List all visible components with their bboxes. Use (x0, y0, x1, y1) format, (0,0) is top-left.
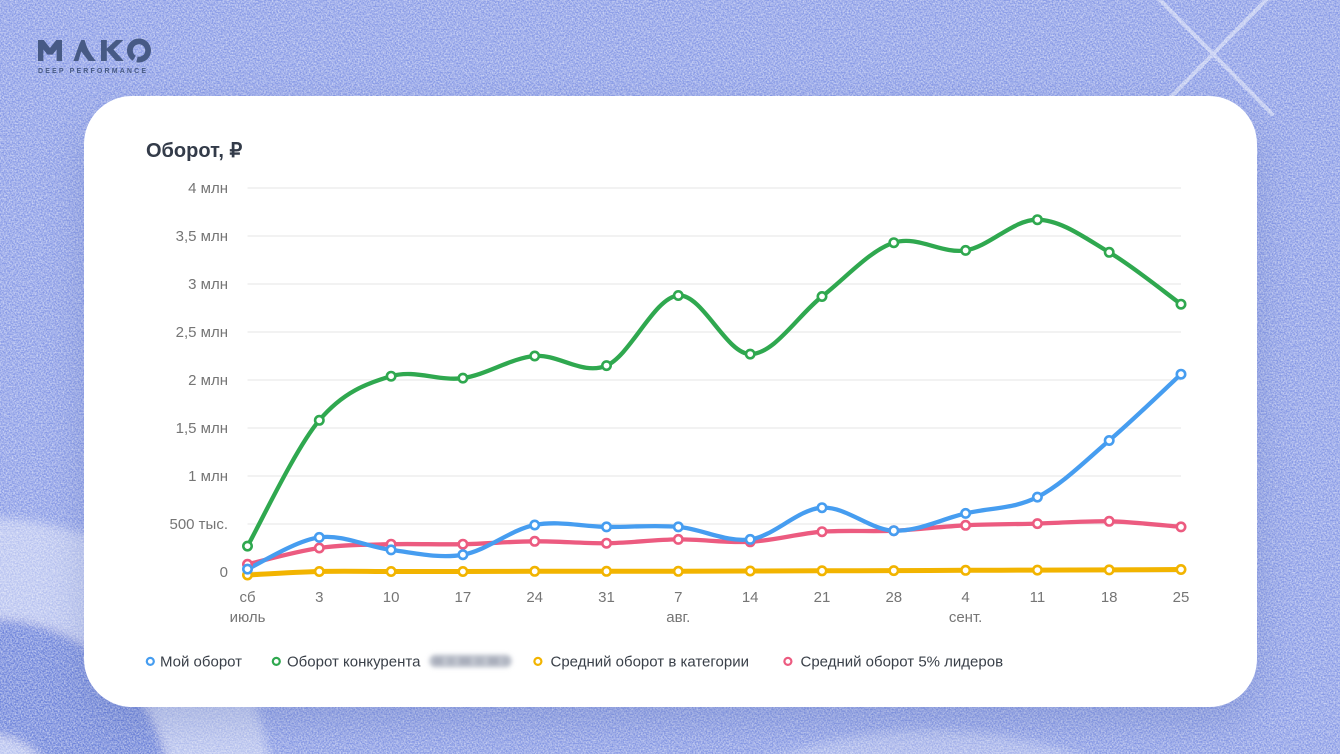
svg-text:500 тыс.: 500 тыс. (169, 516, 228, 533)
svg-text:сент.: сент. (949, 609, 983, 626)
svg-text:4: 4 (961, 589, 969, 606)
svg-text:авг.: авг. (666, 609, 690, 626)
svg-text:3,5 млн: 3,5 млн (176, 228, 228, 245)
svg-text:25: 25 (1173, 589, 1190, 606)
svg-text:10: 10 (383, 589, 400, 606)
svg-text:14: 14 (742, 589, 759, 606)
svg-text:0: 0 (220, 564, 228, 581)
svg-text:1,5 млн: 1,5 млн (176, 420, 228, 437)
svg-text:18: 18 (1101, 589, 1118, 606)
svg-text:3 млн: 3 млн (188, 276, 228, 293)
svg-text:31: 31 (598, 589, 615, 606)
svg-text:2,5 млн: 2,5 млн (176, 324, 228, 341)
svg-text:11: 11 (1030, 589, 1046, 606)
svg-text:28: 28 (885, 589, 902, 606)
svg-text:3: 3 (315, 589, 323, 606)
svg-text:Средний оборот 5% лидеров: Средний оборот 5% лидеров (801, 654, 1004, 671)
svg-text:Оборот конкурента: Оборот конкурента (287, 654, 421, 671)
svg-text:DEEP PERFORMANCE: DEEP PERFORMANCE (38, 68, 149, 75)
svg-text:июль: июль (230, 609, 266, 626)
svg-text:Средний оборот в категории: Средний оборот в категории (551, 654, 750, 671)
svg-text:4 млн: 4 млн (188, 180, 228, 197)
svg-text:Мой оборот: Мой оборот (160, 654, 242, 671)
svg-text:Оборот, ₽: Оборот, ₽ (146, 140, 242, 162)
svg-text:17: 17 (455, 589, 472, 606)
svg-text:2 млн: 2 млн (188, 372, 228, 389)
svg-text:1 млн: 1 млн (188, 468, 228, 485)
svg-text:21: 21 (814, 589, 831, 606)
svg-text:24: 24 (526, 589, 543, 606)
svg-text:7: 7 (674, 589, 682, 606)
svg-text:сб: сб (239, 589, 255, 606)
